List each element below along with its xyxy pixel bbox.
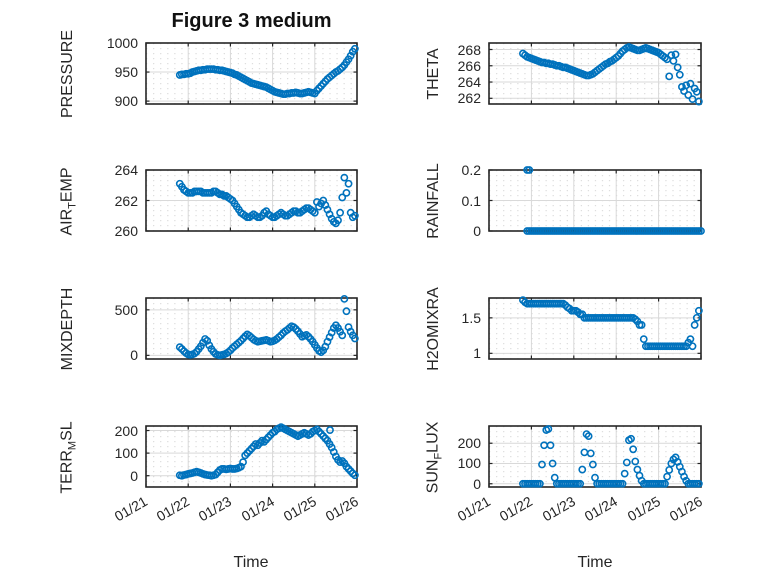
- rainfall-axes: [488, 166, 705, 235]
- rainfall-tick-marks: [488, 169, 702, 232]
- h2omixra-axes-box: [488, 297, 702, 360]
- figure-title: Figure 3 medium: [171, 10, 332, 32]
- rainfall-ytick-label: 0: [473, 223, 481, 239]
- air_temp-ytick-label: 260: [114, 223, 138, 239]
- mixdepth-series: [175, 295, 359, 360]
- terr_msl-ytick-label: 0: [130, 467, 138, 484]
- theta-ytick-label: 268: [457, 41, 481, 58]
- mixdepth-ytick-label: 0: [130, 347, 138, 364]
- pressure-axes: [145, 42, 359, 105]
- h2omixra-ytick-label: 1: [473, 345, 481, 362]
- sun_flux-ytick-label: 200: [457, 435, 481, 452]
- terr_msl-y-axis-label: TERRMSL: [58, 420, 79, 494]
- pressure-ytick-label: 1000: [106, 35, 138, 51]
- h2omixra-ytick-label: 1.5: [461, 309, 481, 326]
- mixdepth-axes: [145, 295, 359, 360]
- theta-ytick-label: 266: [457, 57, 481, 74]
- sun_flux-axes: [488, 425, 703, 488]
- sun_flux-series: [519, 425, 703, 488]
- mixdepth-axes-box: [145, 297, 358, 360]
- rainfall-ytick-label: 0.2: [461, 162, 481, 178]
- theta-series: [519, 43, 703, 106]
- sun_flux-ytick-label: 0: [473, 475, 481, 492]
- air_temp-ytick-label: 264: [114, 162, 138, 178]
- pressure-axes-box: [145, 42, 358, 105]
- pressure-ytick-label: 900: [114, 93, 138, 110]
- h2omixra-axes: [488, 296, 703, 360]
- air_temp-series: [175, 173, 359, 228]
- x-axis-label-right: Time: [577, 554, 613, 571]
- theta-axes: [488, 42, 703, 106]
- air_temp-axes: [145, 169, 359, 232]
- theta-axes-box: [488, 42, 702, 105]
- terr_msl-ytick-label: 100: [114, 445, 138, 462]
- sun_flux-ytick-label: 100: [457, 455, 481, 472]
- mixdepth-ytick-label: 500: [114, 301, 138, 318]
- h2omixra-series: [519, 296, 703, 351]
- theta-ytick-label: 262: [457, 90, 481, 107]
- air_temp-ytick-label: 262: [114, 192, 138, 209]
- terr_msl-series: [175, 423, 359, 480]
- pressure-series: [175, 44, 359, 99]
- rainfall-major-grid: [489, 170, 701, 231]
- terr_msl-axes: [145, 423, 359, 488]
- rainfall-ytick-label: 0.1: [461, 192, 481, 209]
- theta-ytick-label: 264: [457, 74, 481, 91]
- rainfall-series: [523, 166, 705, 235]
- terr_msl-axes-box: [145, 425, 358, 488]
- x-axis-label-left: Time: [233, 554, 269, 571]
- theta-major-grid: [489, 43, 701, 104]
- terr_msl-ytick-label: 200: [114, 422, 138, 439]
- pressure-tick-marks: [145, 42, 358, 104]
- air_temp-tick-marks: [145, 169, 358, 232]
- sun_flux-tick-marks: [488, 426, 702, 487]
- pressure-ytick-label: 950: [114, 64, 138, 81]
